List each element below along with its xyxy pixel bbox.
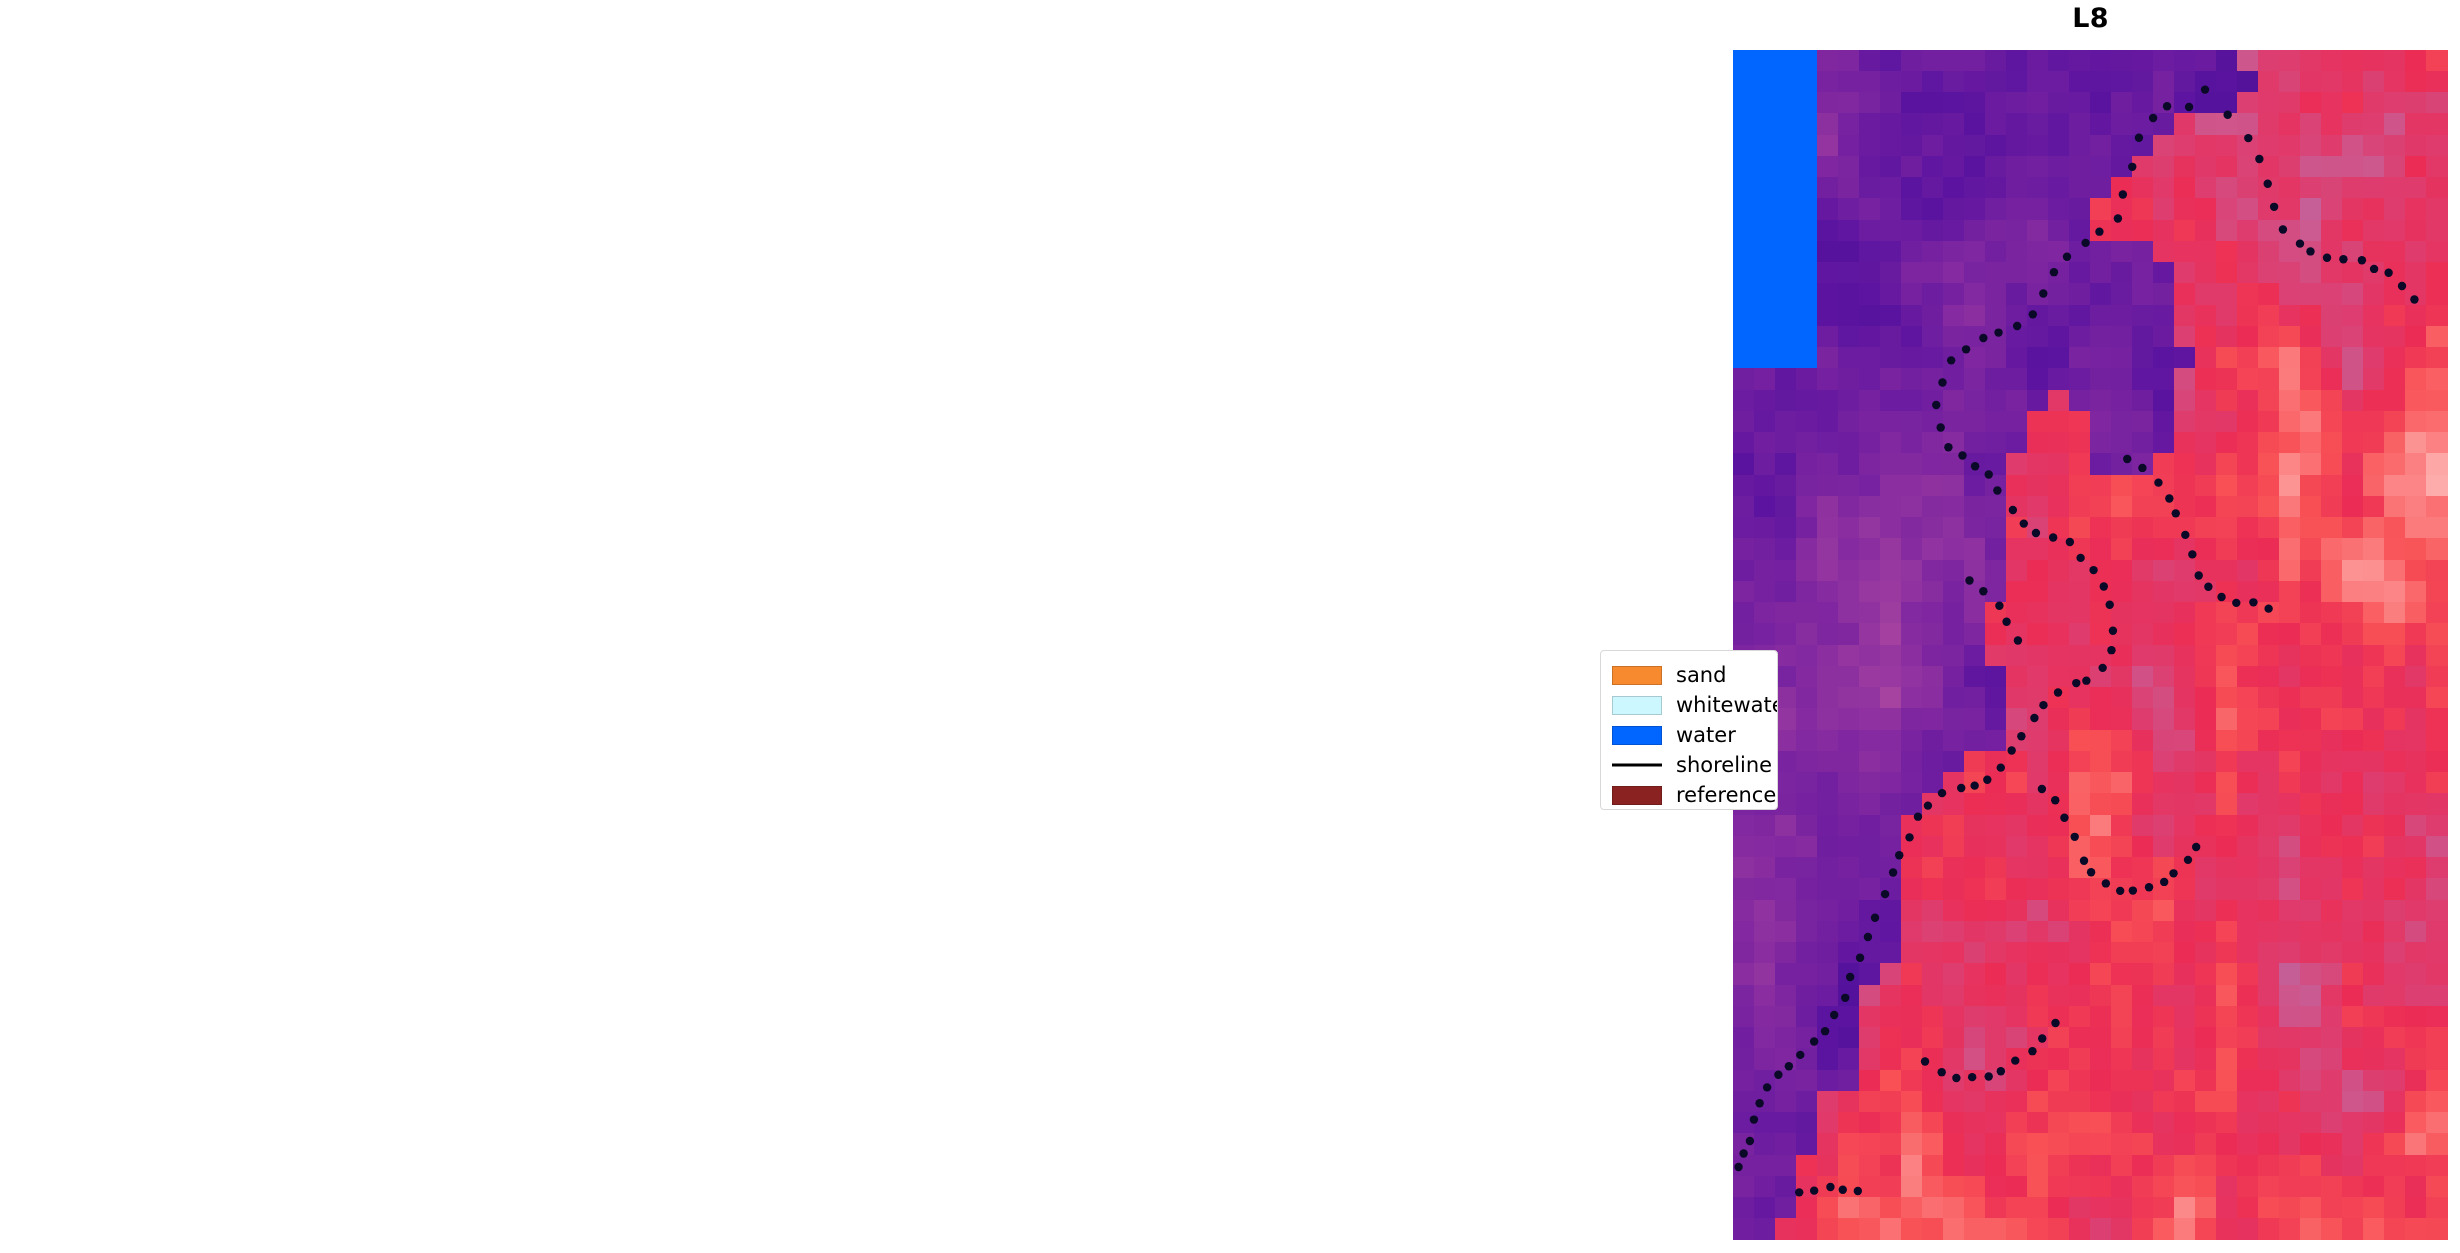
legend-label-shoreline: shoreline (1676, 752, 1773, 777)
panel-image-sar1970 (15, 50, 730, 1240)
legend-label-water: water (1676, 722, 1736, 747)
panel-image-classified (874, 50, 1590, 1240)
legend-label-sand: sand (1676, 662, 1727, 687)
legend-label-whitewater: whitewater (1676, 692, 1777, 717)
panel-image-l8 (1733, 50, 2448, 1240)
map-legend: sand whitewater water shoreline reference (1600, 650, 1778, 810)
legend-item-sand: sand (1612, 660, 1767, 690)
raster-l8 (1733, 50, 2448, 1240)
panel-title-classified: 2023-12-12-10-06-17 (1070, 3, 1394, 34)
legend-swatch-shoreline-icon (1612, 756, 1662, 775)
legend-swatch-water-icon (1612, 725, 1662, 745)
legend-swatch-whitewater-icon (1612, 695, 1662, 715)
raster-sar1970 (15, 50, 730, 1240)
panel-title-l8: L8 (2072, 3, 2109, 34)
legend-swatch-reference-icon (1612, 785, 1662, 805)
legend-swatch-sand-icon (1612, 665, 1662, 685)
legend-item-water: water (1612, 720, 1767, 750)
panel-title-sar1970: sar1970 (310, 3, 435, 34)
legend-item-whitewater: whitewater (1612, 690, 1777, 720)
legend-item-shoreline: shoreline (1612, 750, 1772, 780)
raster-classified (874, 50, 1590, 1240)
legend-item-reference: reference (1612, 780, 1776, 809)
legend-label-reference: reference (1676, 782, 1777, 807)
